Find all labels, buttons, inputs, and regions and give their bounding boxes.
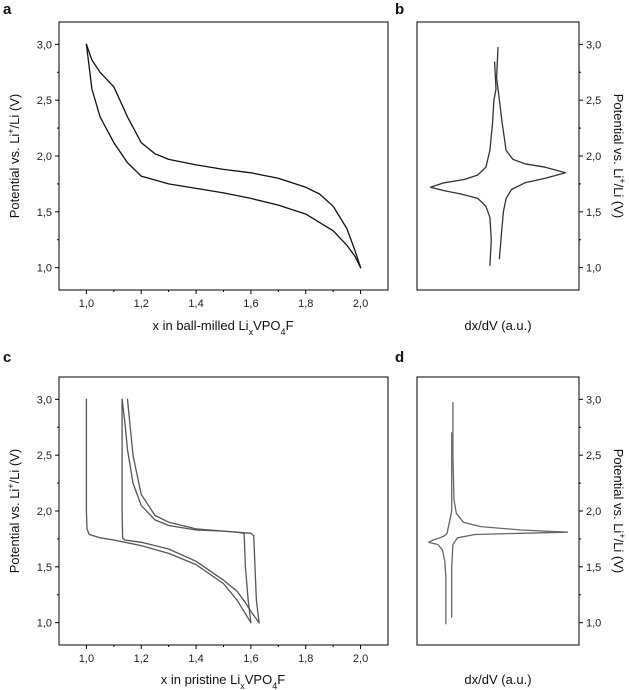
x-axis-label-c: x in pristine LixVPO4F	[161, 672, 285, 690]
x-axis-label-a: x in ball-milled LixVPO4F	[152, 318, 293, 337]
x-tick-label: 1,4	[188, 298, 203, 310]
y-tick-label: 1,5	[37, 207, 52, 219]
y-axis-label-b: Potential vs. Li+/Li (V)	[611, 94, 627, 218]
x-axis-label-b: dx/dV (a.u.)	[464, 318, 531, 333]
plot-frame-b	[416, 21, 580, 291]
y-tick-label: 1,0	[37, 618, 52, 630]
panel-label-c: c	[3, 349, 11, 366]
y-tick-label: 1,5	[37, 562, 52, 574]
y-tick-label: 2,5	[586, 95, 601, 107]
x-tick-label: 1,2	[134, 298, 149, 310]
panel-label-d: d	[395, 349, 404, 366]
x-tick-label: 1,0	[79, 653, 94, 665]
x-tick-label: 1,4	[188, 653, 203, 665]
x-tick-label: 1,0	[79, 298, 94, 310]
y-axis-label-c: Potential vs. Li+/Li (V)	[6, 449, 22, 573]
x-tick-label: 2,0	[353, 653, 368, 665]
x-axis-label-d: dx/dV (a.u.)	[464, 672, 531, 687]
y-tick-label: 3,0	[37, 39, 52, 51]
y-tick-label: 2,0	[586, 506, 601, 518]
y-tick-label: 1,5	[586, 562, 601, 574]
curves-layer	[85, 43, 569, 625]
y-tick-label: 3,0	[37, 394, 52, 406]
series-line-d-charge	[451, 402, 569, 618]
plot-frame-a	[58, 21, 389, 291]
y-tick-label: 2,5	[37, 450, 52, 462]
y-axis-label-d: Potential vs. Li+/Li (V)	[611, 449, 627, 573]
x-tick-label: 1,6	[243, 653, 258, 665]
y-tick-label: 2,5	[37, 95, 52, 107]
series-line-c-charge-1	[121, 398, 252, 624]
y-tick-label: 2,0	[37, 506, 52, 518]
x-tick-label: 2,0	[353, 298, 368, 310]
y-tick-label: 2,0	[586, 151, 601, 163]
y-tick-label: 1,5	[586, 207, 601, 219]
x-tick-label: 1,8	[298, 653, 313, 665]
x-tick-label: 1,6	[243, 298, 258, 310]
ticks-layer: 1,0 1,5 2,0 2,5 3,0 1,0 1,2 1,4 1,6 1,8 2,0 1,0 1,5 2…	[37, 39, 602, 665]
series-line-c-discharge-2	[121, 398, 260, 624]
series-line-b-discharge	[429, 61, 497, 267]
x-tick-label: 1,8	[298, 298, 313, 310]
x-tick-label: 1,2	[134, 653, 149, 665]
series-line-d-discharge	[427, 432, 453, 625]
panel-label-a: a	[3, 1, 12, 18]
y-tick-label: 3,0	[586, 39, 601, 51]
series-line-c-charge-2	[126, 398, 260, 624]
plot-frame-c	[58, 376, 389, 646]
y-tick-label: 1,0	[586, 618, 601, 630]
panel-label-b: b	[395, 1, 404, 18]
series-line-a-discharge	[85, 43, 362, 269]
series-line-a-charge	[85, 43, 362, 269]
plot-frame-d	[416, 376, 580, 646]
y-tick-label: 1,0	[37, 263, 52, 275]
y-tick-label: 1,0	[586, 263, 601, 275]
series-line-c-discharge-1	[85, 398, 252, 624]
series-line-b-charge	[495, 47, 567, 260]
y-tick-label: 2,0	[37, 151, 52, 163]
y-tick-label: 2,5	[586, 450, 601, 462]
y-axis-label-a: Potential vs. Li+/Li (V)	[6, 94, 22, 218]
y-tick-label: 3,0	[586, 394, 601, 406]
